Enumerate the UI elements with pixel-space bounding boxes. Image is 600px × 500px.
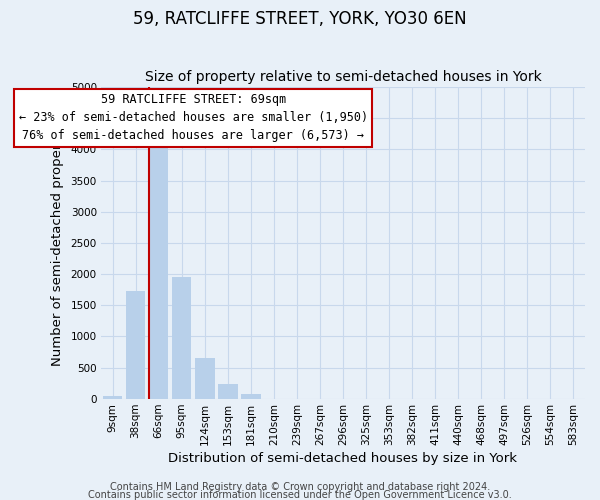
Y-axis label: Number of semi-detached properties: Number of semi-detached properties (50, 120, 64, 366)
Bar (172, 277, 191, 399)
Bar (126, 291, 145, 399)
Text: Contains HM Land Registry data © Crown copyright and database right 2024.: Contains HM Land Registry data © Crown c… (110, 482, 490, 492)
Title: Size of property relative to semi-detached houses in York: Size of property relative to semi-detach… (145, 70, 541, 85)
Bar (103, 396, 122, 399)
Bar (218, 384, 238, 399)
Text: Contains public sector information licensed under the Open Government Licence v3: Contains public sector information licen… (88, 490, 512, 500)
X-axis label: Distribution of semi-detached houses by size in York: Distribution of semi-detached houses by … (169, 452, 517, 465)
Text: 59 RATCLIFFE STREET: 69sqm
← 23% of semi-detached houses are smaller (1,950)
76%: 59 RATCLIFFE STREET: 69sqm ← 23% of semi… (19, 94, 368, 142)
Bar (149, 147, 169, 399)
Bar (241, 394, 260, 399)
Bar (195, 358, 215, 399)
Text: 59, RATCLIFFE STREET, YORK, YO30 6EN: 59, RATCLIFFE STREET, YORK, YO30 6EN (133, 10, 467, 28)
